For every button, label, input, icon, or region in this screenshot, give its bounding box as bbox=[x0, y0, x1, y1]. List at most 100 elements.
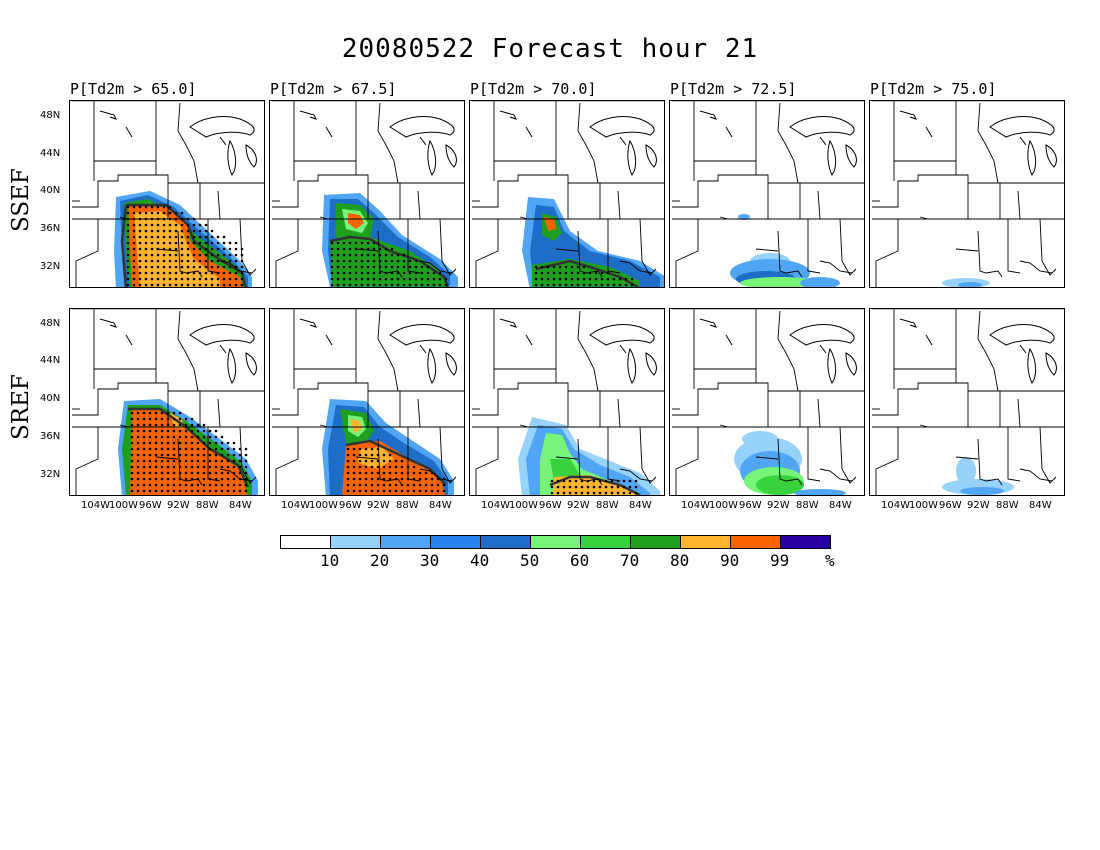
stipple-dot bbox=[172, 459, 176, 463]
state-boundary bbox=[639, 426, 657, 484]
lake-outline bbox=[525, 126, 533, 138]
stipple-dot bbox=[142, 459, 146, 463]
stipple-dot bbox=[150, 277, 154, 281]
stipple-dot bbox=[436, 483, 440, 487]
stipple-dot bbox=[174, 259, 178, 263]
stipple-dot bbox=[580, 491, 584, 495]
stipple-dot bbox=[364, 447, 368, 451]
stipple-dot bbox=[376, 471, 380, 475]
state-boundary bbox=[377, 310, 399, 392]
lake-outline bbox=[125, 334, 133, 346]
stipple-dot bbox=[172, 423, 176, 427]
lake-outline bbox=[227, 347, 237, 384]
probability-shade bbox=[794, 489, 846, 495]
stipple-dot bbox=[244, 465, 248, 469]
stipple-dot bbox=[180, 223, 184, 227]
state-boundary bbox=[675, 427, 699, 495]
stipple-dot bbox=[226, 453, 230, 457]
stipple-dot bbox=[382, 459, 386, 463]
stipple-dot bbox=[136, 465, 140, 469]
stipple-dot bbox=[232, 453, 236, 457]
stipple-dot bbox=[144, 211, 148, 215]
stipple-dot bbox=[376, 489, 380, 493]
lon-label: 100W bbox=[309, 500, 338, 511]
stipple-dot bbox=[226, 465, 230, 469]
stipple-dot bbox=[330, 283, 334, 287]
stipple-dot bbox=[370, 477, 374, 481]
colorbar-swatch bbox=[480, 535, 531, 549]
lon-label: 88W bbox=[596, 500, 619, 511]
stipple-dot bbox=[570, 277, 574, 281]
stipple-dot bbox=[216, 247, 220, 251]
stipple-dot bbox=[388, 471, 392, 475]
stipple-dot bbox=[412, 489, 416, 493]
stipple-dot bbox=[126, 247, 130, 251]
contour-line bbox=[535, 259, 639, 287]
stipple-dot bbox=[444, 277, 448, 281]
stipple-dot bbox=[634, 491, 638, 495]
state-boundary bbox=[93, 309, 157, 370]
state-boundary bbox=[155, 248, 179, 252]
stipple-dot bbox=[160, 429, 164, 433]
probability-shade bbox=[350, 419, 362, 433]
stipple-dot bbox=[138, 247, 142, 251]
stipple-dot bbox=[574, 479, 578, 483]
stipple-dot bbox=[384, 265, 388, 269]
state-boundary bbox=[755, 456, 779, 460]
stipple-dot bbox=[546, 277, 550, 281]
stipple-dot bbox=[352, 459, 356, 463]
lon-label: 104W bbox=[481, 500, 510, 511]
stipple-dot bbox=[174, 253, 178, 257]
stipple-dot bbox=[232, 441, 236, 445]
state-boundary bbox=[377, 230, 403, 278]
stipple-dot bbox=[144, 223, 148, 227]
stipple-dot bbox=[348, 259, 352, 263]
stipple-dot bbox=[222, 271, 226, 275]
stipple-dot bbox=[330, 253, 334, 257]
stipple-dot bbox=[364, 465, 368, 469]
stipple-dot bbox=[136, 477, 140, 481]
stipple-dot bbox=[210, 253, 214, 257]
stipple-dot bbox=[184, 489, 188, 493]
stipple-dot bbox=[220, 483, 224, 487]
stipple-dot bbox=[234, 241, 238, 245]
stipple-dot bbox=[166, 489, 170, 493]
colorbar-swatch bbox=[280, 535, 331, 549]
state-boundary bbox=[355, 248, 379, 252]
stipple-dot bbox=[180, 259, 184, 263]
stipple-dot bbox=[588, 283, 592, 287]
probability-shade bbox=[740, 277, 820, 287]
stipple-dot bbox=[210, 247, 214, 251]
stipple-dot bbox=[156, 229, 160, 233]
stipple-dot bbox=[228, 253, 232, 257]
colorbar-label: 40 bbox=[470, 551, 490, 570]
lake-outline bbox=[445, 144, 457, 168]
stipple-dot bbox=[366, 241, 370, 245]
stipple-dot bbox=[556, 491, 560, 495]
stipple-dot bbox=[192, 223, 196, 227]
stipple-dot bbox=[540, 271, 544, 275]
stipple-dot bbox=[162, 211, 166, 215]
stipple-dot bbox=[154, 435, 158, 439]
probability-shade bbox=[544, 217, 556, 231]
stipple-dot bbox=[336, 265, 340, 269]
stipple-dot bbox=[394, 465, 398, 469]
stipple-dot bbox=[330, 277, 334, 281]
stipple-dot bbox=[190, 423, 194, 427]
stipple-dot bbox=[330, 247, 334, 251]
stipple-dot bbox=[132, 259, 136, 263]
stipple-dot bbox=[238, 465, 242, 469]
stipple-dot bbox=[130, 483, 134, 487]
stipple-dot bbox=[342, 265, 346, 269]
stipple-dot bbox=[142, 423, 146, 427]
lon-label: 88W bbox=[396, 500, 419, 511]
stipple-dot bbox=[384, 253, 388, 257]
stipple-dot bbox=[228, 283, 232, 287]
stipple-dot bbox=[606, 271, 610, 275]
stipple-dot bbox=[148, 471, 152, 475]
map-svg bbox=[472, 101, 664, 287]
stipple-dot bbox=[202, 489, 206, 493]
state-boundary bbox=[293, 309, 357, 370]
state-boundary bbox=[807, 219, 821, 274]
stipple-dot bbox=[160, 465, 164, 469]
